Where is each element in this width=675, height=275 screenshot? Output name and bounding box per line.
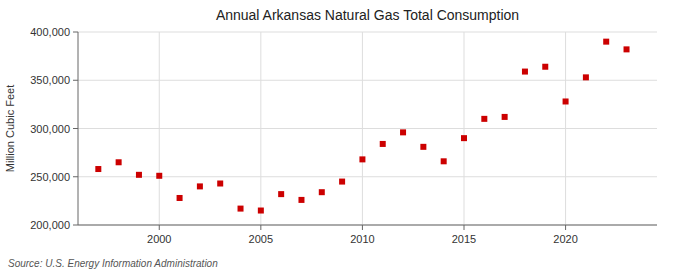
- point: [481, 116, 487, 122]
- point: [502, 114, 508, 120]
- point: [583, 74, 589, 80]
- point: [400, 129, 406, 135]
- x-grid-line: [565, 32, 566, 225]
- y-axis-line: [78, 32, 79, 225]
- annotation: Source: U.S. Energy Information Administ…: [8, 258, 218, 269]
- y-tick: [73, 80, 78, 81]
- point: [420, 144, 426, 150]
- x-tick-label: 2005: [249, 233, 273, 245]
- chart-svg: 200,000 250,000 300,000 350,000 400,000 2000 2…: [0, 0, 675, 275]
- point: [197, 183, 203, 189]
- point: [603, 39, 609, 45]
- point: [339, 179, 345, 185]
- x-grid-line: [362, 32, 363, 225]
- point: [380, 141, 386, 147]
- point: [461, 135, 467, 141]
- x-tick: [260, 225, 261, 230]
- x-tick: [464, 225, 465, 230]
- points: [95, 39, 629, 214]
- point: [522, 69, 528, 75]
- x-grid-line: [159, 32, 160, 225]
- point: [156, 173, 162, 179]
- x-tick-label: 2000: [147, 233, 171, 245]
- y-tick-label: 200,000: [30, 219, 70, 231]
- x-tick-label: 2015: [452, 233, 476, 245]
- point: [177, 195, 183, 201]
- y-grid-line: [78, 80, 657, 81]
- point: [238, 206, 244, 212]
- point: [116, 159, 122, 165]
- point: [563, 98, 569, 104]
- point: [441, 158, 447, 164]
- point: [319, 189, 325, 195]
- y-grid-line: [78, 128, 657, 129]
- x-grid-line: [260, 32, 261, 225]
- x-tick-label: 2010: [350, 233, 374, 245]
- chart-title: Annual Arkansas Natural Gas Total Consum…: [216, 7, 519, 23]
- x-tick-label: 2020: [553, 233, 577, 245]
- x-tick: [362, 225, 363, 230]
- axes: 200,000 250,000 300,000 350,000 400,000 2000 2…: [30, 26, 657, 245]
- point: [298, 197, 304, 203]
- point: [258, 208, 264, 214]
- y-tick-label: 300,000: [30, 123, 70, 135]
- point: [136, 172, 142, 178]
- y-tick-label: 400,000: [30, 26, 70, 38]
- point: [95, 166, 101, 172]
- point: [624, 46, 630, 52]
- x-axis-line: [78, 225, 657, 226]
- y-tick: [73, 176, 78, 177]
- grid: [78, 32, 657, 225]
- point: [542, 64, 548, 70]
- y-tick: [73, 32, 78, 33]
- x-tick: [159, 225, 160, 230]
- y-grid-line: [78, 225, 657, 226]
- point: [359, 156, 365, 162]
- x-tick: [565, 225, 566, 230]
- x-grid-line: [464, 32, 465, 225]
- y-axis-label: Million Cubic Feet: [4, 85, 16, 172]
- y-tick: [73, 128, 78, 129]
- y-tick-label: 350,000: [30, 74, 70, 86]
- y-grid-line: [78, 32, 657, 33]
- y-tick: [73, 225, 78, 226]
- point: [217, 181, 223, 187]
- y-grid-line: [78, 176, 657, 177]
- point: [278, 191, 284, 197]
- y-tick-label: 250,000: [30, 171, 70, 183]
- chart-container: 200,000 250,000 300,000 350,000 400,000 2000 2…: [0, 0, 675, 275]
